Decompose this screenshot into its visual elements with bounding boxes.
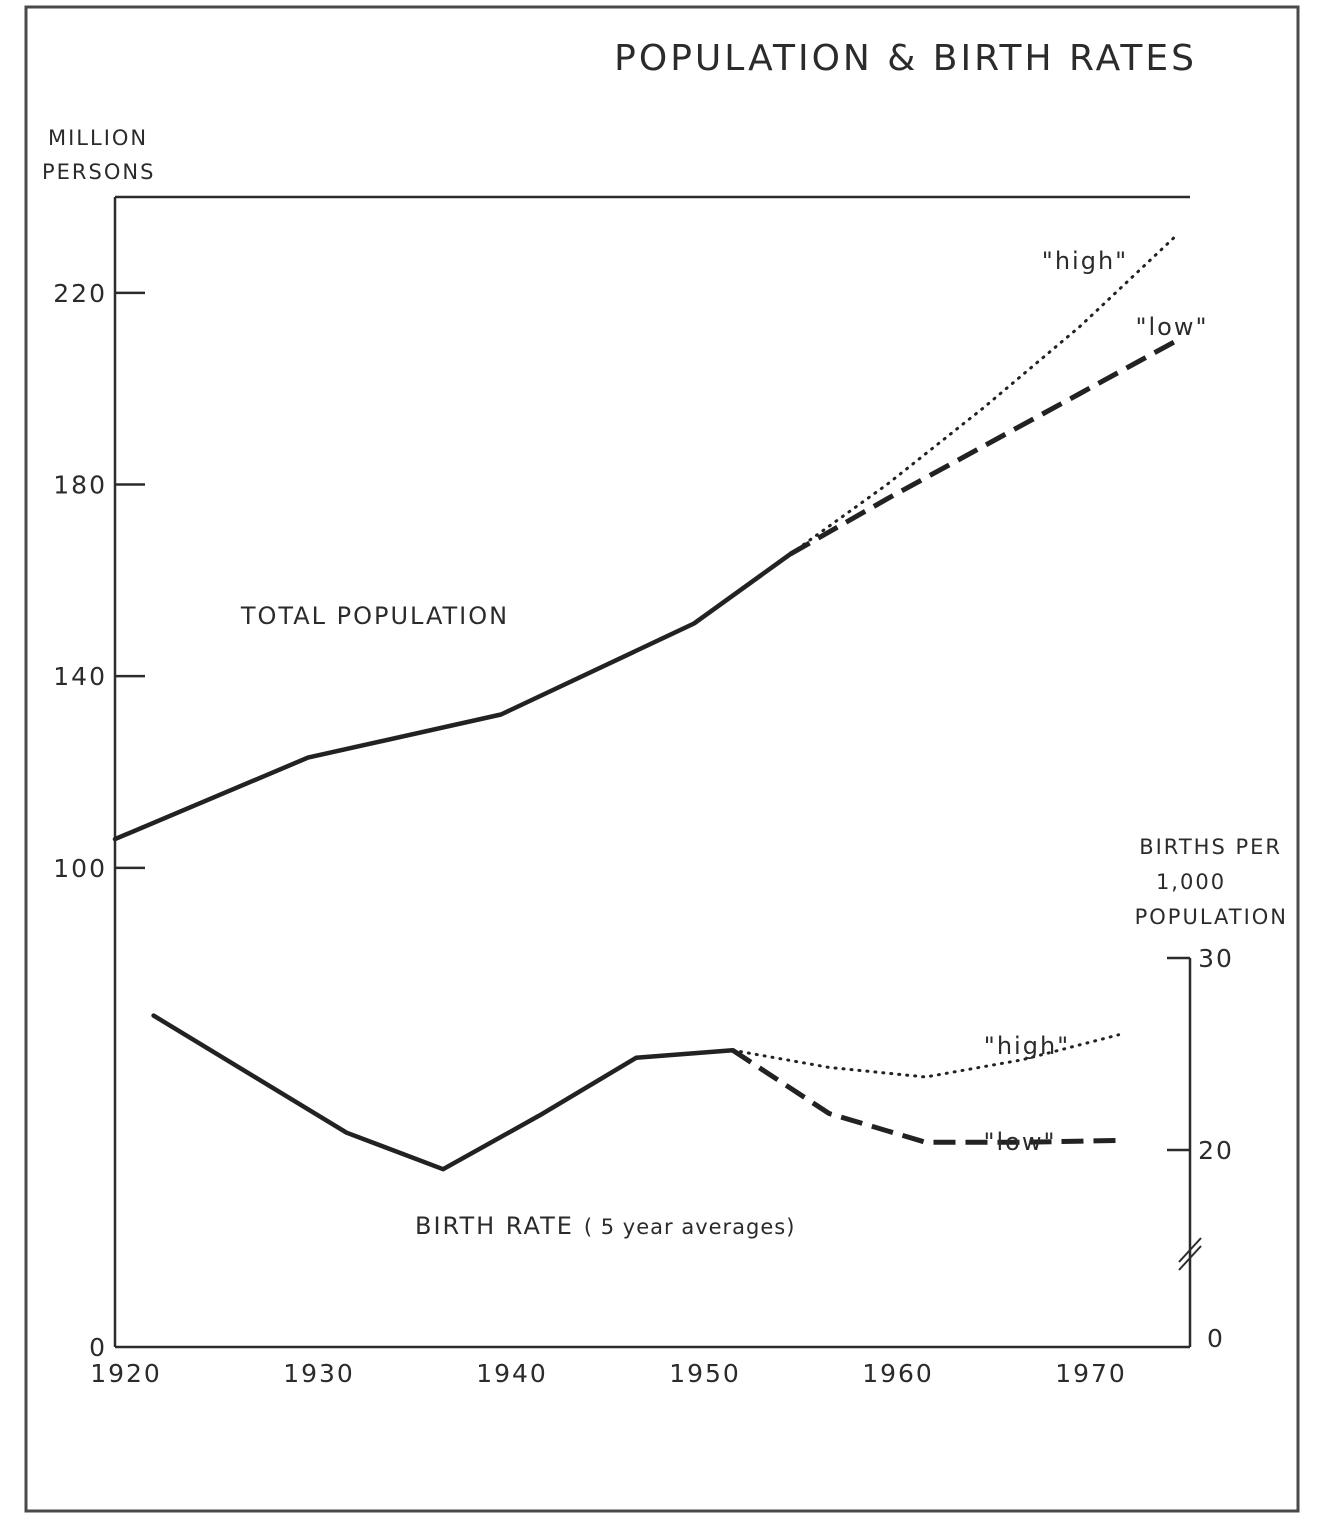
x-tick-label-1930: 1930	[283, 1359, 355, 1388]
x-tick-label-1950: 1950	[669, 1359, 741, 1388]
birth-rate-series	[151, 1013, 1121, 1172]
right-axis-unit-line-1: BIRTHS PER	[1139, 835, 1282, 859]
left-axis-ticks: 0 100 140 180 220	[53, 279, 145, 1362]
birth-rate-label-note: ( 5 year averages)	[584, 1215, 796, 1239]
x-tick-label-1940: 1940	[476, 1359, 548, 1388]
right-axis-unit-line-2: 1,000	[1156, 870, 1226, 894]
left-tick-label-100: 100	[53, 854, 107, 883]
left-tick-label-180: 180	[53, 471, 107, 500]
birth-rate-projection-low-line	[731, 1048, 1119, 1145]
left-tick-label-140: 140	[53, 662, 107, 691]
right-axis-break	[1178, 1237, 1202, 1271]
birth-rate-actual-line	[151, 1013, 735, 1172]
population-projection-low-line	[789, 338, 1178, 557]
chart-title: POPULATION & BIRTH RATES	[614, 38, 1197, 79]
right-axis-unit-line-3: POPULATION	[1135, 905, 1288, 929]
right-tick-label-0: 0	[1207, 1324, 1225, 1353]
right-tick-label-30: 30	[1198, 944, 1234, 973]
x-axis-ticks: 1920 1930 1940 1950 1960 1970	[90, 1359, 1127, 1388]
x-tick-label-1970: 1970	[1055, 1359, 1127, 1388]
population-actual-line	[112, 551, 793, 842]
left-axis-unit-line-1: MILLION	[48, 126, 148, 150]
birth-rate-label-main: BIRTH RATE	[415, 1212, 574, 1240]
population-low-label: "low"	[1135, 313, 1208, 341]
x-tick-label-1960: 1960	[862, 1359, 934, 1388]
population-series	[112, 233, 1178, 842]
left-axis-unit-line-2: PERSONS	[42, 160, 155, 184]
left-tick-label-0: 0	[89, 1333, 107, 1362]
right-tick-label-20: 20	[1198, 1136, 1234, 1165]
left-tick-label-220: 220	[53, 279, 107, 308]
birth-rate-low-label: "low"	[983, 1128, 1056, 1156]
population-projection-high-line	[789, 233, 1178, 556]
birth-rate-high-label: "high"	[984, 1032, 1070, 1060]
x-tick-label-1920: 1920	[90, 1359, 162, 1388]
birth-rate-label: BIRTH RATE ( 5 year averages)	[415, 1212, 795, 1240]
outer-frame	[24, 5, 1300, 1513]
population-label: TOTAL POPULATION	[240, 602, 509, 630]
population-high-label: "high"	[1042, 247, 1128, 275]
birth-rate-projection-high-line	[731, 1033, 1121, 1079]
